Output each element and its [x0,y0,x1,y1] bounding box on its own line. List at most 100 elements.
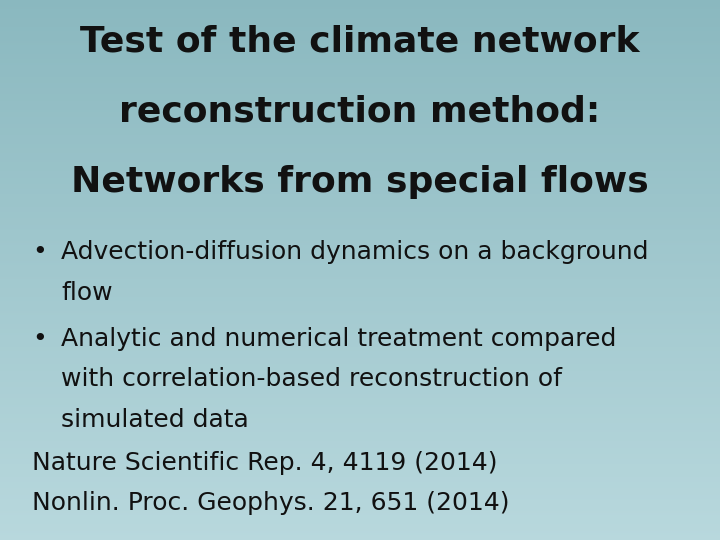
Bar [0,360,720,362]
Bar [0,49,720,50]
Bar [0,515,720,517]
Bar [0,468,720,470]
Bar [0,97,720,99]
Bar [0,32,720,34]
Bar [0,401,720,403]
Bar [0,279,720,281]
Bar [0,536,720,538]
Bar [0,120,720,123]
Text: Test of the climate network: Test of the climate network [80,24,640,58]
Bar [0,504,720,506]
Bar [0,374,720,376]
Bar [0,144,720,146]
Bar [0,439,720,441]
Bar [0,421,720,423]
Bar [0,54,720,56]
Bar [0,517,720,518]
Bar [0,459,720,461]
Bar [0,380,720,382]
Bar [0,356,720,358]
Bar [0,290,720,292]
Bar [0,239,720,241]
Bar [0,243,720,245]
Bar [0,351,720,353]
Bar [0,166,720,167]
Bar [0,45,720,47]
Bar [0,245,720,247]
Bar [0,511,720,513]
Bar [0,171,720,173]
Bar [0,282,720,285]
Bar [0,328,720,329]
Bar [0,461,720,463]
Text: •: • [32,240,47,264]
Bar [0,169,720,171]
Bar [0,254,720,255]
Bar [0,162,720,164]
Bar [0,396,720,398]
Bar [0,142,720,144]
Bar [0,484,720,486]
Bar [0,277,720,279]
Bar [0,493,720,495]
Bar [0,34,720,36]
Bar [0,205,720,207]
Bar [0,389,720,390]
Bar [0,133,720,135]
Bar [0,209,720,211]
Bar [0,147,720,150]
Bar [0,227,720,228]
Bar [0,52,720,54]
Bar [0,416,720,417]
Bar [0,23,720,25]
Text: Advection-diffusion dynamics on a background: Advection-diffusion dynamics on a backgr… [61,240,649,264]
Bar [0,417,720,420]
Bar [0,204,720,205]
Bar [0,167,720,169]
Bar [0,79,720,81]
Bar [0,153,720,155]
Bar [0,236,720,238]
Bar [0,309,720,312]
Text: Networks from special flows: Networks from special flows [71,165,649,199]
Bar [0,363,720,366]
Bar [0,349,720,351]
Bar [0,88,720,90]
Bar [0,448,720,450]
Bar [0,326,720,328]
Bar [0,103,720,104]
Bar [0,385,720,387]
Bar [0,146,720,147]
Bar [0,177,720,178]
Bar [0,9,720,11]
Bar [0,437,720,439]
Bar [0,436,720,437]
Bar [0,223,720,225]
Bar [0,140,720,142]
Bar [0,464,720,466]
Bar [0,477,720,479]
Bar [0,0,720,2]
Bar [0,58,720,59]
Bar [0,312,720,313]
Bar [0,457,720,459]
Bar [0,329,720,331]
Bar [0,61,720,63]
Bar [0,193,720,194]
Bar [0,497,720,498]
Text: reconstruction method:: reconstruction method: [120,94,600,129]
Bar [0,65,720,66]
Bar [0,427,720,428]
Bar [0,77,720,79]
Bar [0,501,720,502]
Bar [0,301,720,302]
Bar [0,286,720,288]
Bar [0,174,720,177]
Bar [0,108,720,110]
Bar [0,524,720,525]
Bar [0,366,720,367]
Bar [0,281,720,282]
Bar [0,85,720,86]
Bar [0,22,720,23]
Bar [0,529,720,531]
